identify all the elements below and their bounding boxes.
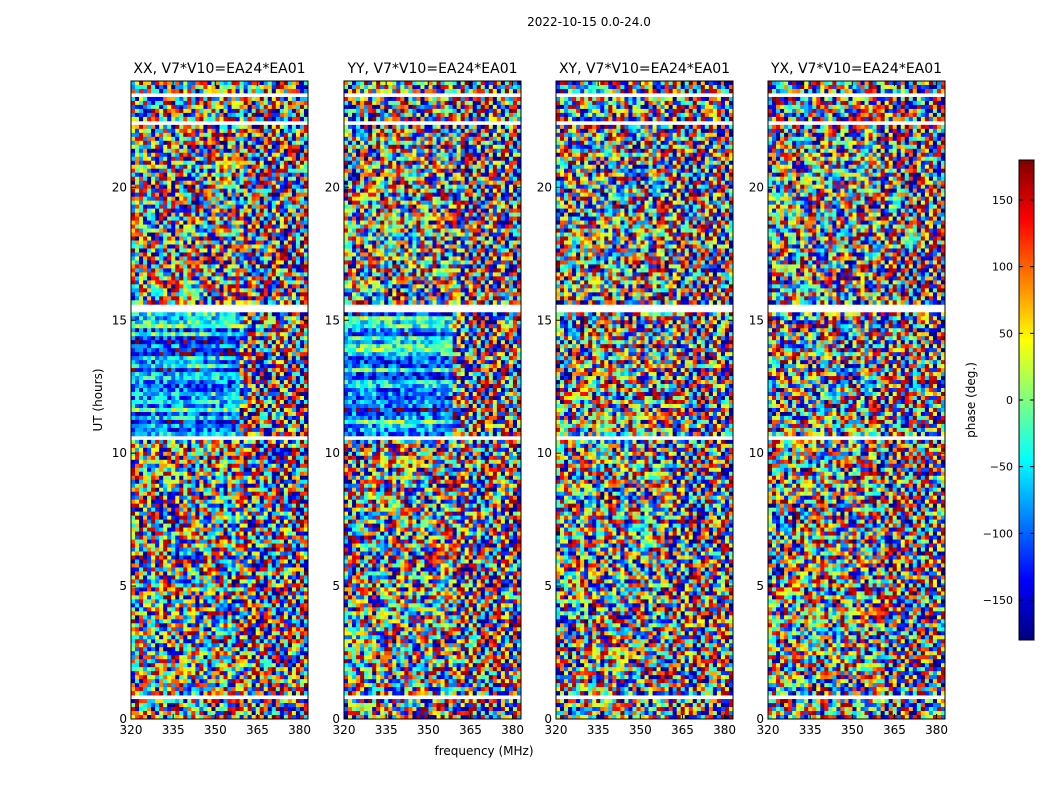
x-tick-label: 335 [375, 723, 398, 737]
x-tick-label: 380 [925, 723, 948, 737]
panel-2: YY, V7*V10=EA24*EA01 320 335 350 365 380 0 5 10 1… [325, 61, 524, 737]
phase-heatmap [131, 81, 309, 720]
x-tick-label: 320 [120, 723, 143, 737]
colorbar-tick-label: −50 [990, 461, 1013, 474]
y-tick-label: 10 [537, 446, 552, 460]
x-tick-label: 365 [671, 723, 694, 737]
panel-frame [343, 80, 522, 720]
colorbar-tick-label: 150 [992, 194, 1013, 207]
phase-heatmap [768, 81, 946, 720]
x-tick-label: 380 [713, 723, 736, 737]
phase-heatmap [556, 81, 734, 720]
panel-frame [767, 80, 946, 720]
colorbar-tick-label: −100 [983, 527, 1013, 540]
y-tick-label: 20 [112, 180, 127, 194]
y-tick-label: 0 [119, 712, 127, 726]
y-axis-label: UT (hours) [91, 368, 105, 431]
x-tick-label: 350 [629, 723, 652, 737]
x-axis-label: frequency (MHz) [434, 744, 533, 758]
figure-title: 2022-10-15 0.0-24.0 [527, 15, 651, 29]
x-tick-label: 335 [587, 723, 610, 737]
panel-title: YY, V7*V10=EA24*EA01 [346, 61, 517, 77]
y-tick-label: 15 [325, 313, 340, 327]
y-tick-label: 5 [756, 579, 764, 593]
panel-frame [130, 80, 309, 720]
x-tick-label: 335 [162, 723, 185, 737]
y-tick-label: 20 [749, 180, 764, 194]
y-tick-label: 15 [537, 313, 552, 327]
y-tick-label: 0 [756, 712, 764, 726]
colorbar-tick-label: 0 [1006, 394, 1013, 407]
y-tick-label: 15 [112, 313, 127, 327]
x-tick-label: 365 [883, 723, 906, 737]
x-tick-label: 365 [459, 723, 482, 737]
y-tick-label: 5 [332, 579, 340, 593]
x-tick-label: 335 [799, 723, 822, 737]
y-tick-label: 20 [537, 180, 552, 194]
panel-frame [555, 80, 734, 720]
y-tick-label: 0 [544, 712, 552, 726]
phase-heatmap [344, 81, 522, 720]
panel-1: XX, V7*V10=EA24*EA01 320 335 350 365 380 0 5 10 1… [112, 61, 311, 737]
panel-3: XY, V7*V10=EA24*EA01 320 335 350 365 380 0 5 10 1… [537, 61, 736, 737]
panels-group: XX, V7*V10=EA24*EA01 320 335 350 365 380 0 5 10 1… [112, 61, 948, 737]
x-tick-label: 350 [204, 723, 227, 737]
y-tick-label: 5 [544, 579, 552, 593]
colorbar: −150 −100 −50 0 50 100 150 phase (deg.) [964, 159, 1035, 641]
panel-4: YX, V7*V10=EA24*EA01 320 335 350 365 380 0 5 10 1… [749, 61, 948, 737]
x-tick-label: 365 [246, 723, 269, 737]
x-tick-label: 380 [501, 723, 524, 737]
y-tick-label: 5 [119, 579, 127, 593]
panel-title: YX, V7*V10=EA24*EA01 [770, 61, 942, 77]
colorbar-tick-label: −150 [983, 594, 1013, 607]
x-tick-label: 350 [841, 723, 864, 737]
y-tick-label: 0 [332, 712, 340, 726]
x-tick-label: 350 [417, 723, 440, 737]
x-tick-label: 380 [288, 723, 311, 737]
colorbar-tick-label: 50 [999, 327, 1013, 340]
panel-title: XY, V7*V10=EA24*EA01 [559, 61, 730, 77]
colorbar-label: phase (deg.) [964, 362, 978, 438]
y-tick-label: 10 [325, 446, 340, 460]
y-tick-label: 10 [749, 446, 764, 460]
panel-title: XX, V7*V10=EA24*EA01 [133, 61, 305, 77]
y-tick-label: 15 [749, 313, 764, 327]
x-tick-label: 320 [545, 723, 568, 737]
x-tick-label: 320 [333, 723, 356, 737]
y-tick-label: 20 [325, 180, 340, 194]
colorbar-tick-label: 100 [992, 261, 1013, 274]
x-tick-label: 320 [757, 723, 780, 737]
y-tick-label: 10 [112, 446, 127, 460]
